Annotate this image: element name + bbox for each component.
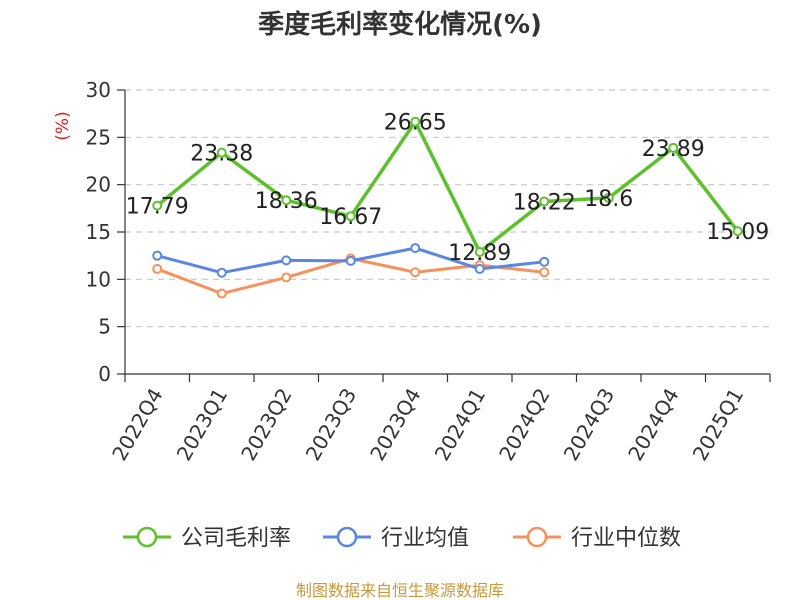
- y-tick-label: 30: [86, 78, 111, 102]
- legend-marker: [336, 526, 358, 548]
- data-point[interactable]: [216, 288, 227, 299]
- data-point[interactable]: [539, 256, 550, 267]
- chart-title: 季度毛利率变化情况(%): [258, 9, 542, 40]
- data-point[interactable]: [216, 267, 227, 278]
- data-point[interactable]: [281, 272, 292, 283]
- legend-label: 公司毛利率: [181, 526, 291, 551]
- x-tick-label: 2025Q1: [688, 384, 748, 465]
- data-label: 15.09: [706, 220, 769, 245]
- data-point[interactable]: [152, 200, 163, 211]
- data-label: 12.89: [448, 241, 511, 266]
- data-point[interactable]: [152, 250, 163, 261]
- data-point[interactable]: [410, 116, 421, 127]
- y-tick-label: 15: [86, 220, 111, 244]
- data-point[interactable]: [732, 226, 743, 237]
- data-point[interactable]: [539, 196, 550, 207]
- legend-label: 行业中位数: [571, 526, 681, 551]
- legend: 公司毛利率 行业均值 行业中位数: [123, 526, 681, 551]
- data-point[interactable]: [539, 267, 550, 278]
- data-point[interactable]: [603, 192, 614, 203]
- legend-item[interactable]: 行业中位数: [513, 526, 681, 551]
- series-line: [156, 119, 740, 254]
- data-label: 16.67: [319, 205, 382, 230]
- data-point[interactable]: [216, 147, 227, 158]
- legend-label: 行业均值: [381, 526, 469, 551]
- legend-item[interactable]: 公司毛利率: [123, 526, 291, 551]
- y-axis-unit-label: (%): [53, 111, 73, 140]
- source-note: 制图数据来自恒生聚源数据库: [296, 581, 504, 600]
- data-point[interactable]: [345, 211, 356, 222]
- data-point[interactable]: [281, 195, 292, 206]
- x-tick-label: 2024Q3: [559, 384, 619, 465]
- series-lines: [152, 116, 743, 299]
- data-label: 18.22: [513, 191, 576, 216]
- x-tick-label: 2024Q2: [494, 384, 554, 465]
- legend-marker: [526, 526, 548, 548]
- data-point[interactable]: [410, 267, 421, 278]
- y-tick-label: 25: [86, 125, 111, 149]
- x-tick-label: 2024Q4: [623, 384, 683, 465]
- series-0: [152, 116, 743, 257]
- data-point[interactable]: [474, 246, 485, 257]
- x-tick-label: 2022Q4: [107, 384, 167, 465]
- x-tick-label: 2024Q1: [430, 384, 490, 465]
- y-tick-label: 5: [98, 315, 111, 339]
- y-tick-label: 10: [86, 267, 111, 291]
- data-label: 23.38: [190, 142, 253, 167]
- data-label: 23.89: [642, 137, 705, 162]
- data-point[interactable]: [668, 142, 679, 153]
- data-point[interactable]: [281, 255, 292, 266]
- data-label: 26.65: [384, 111, 447, 136]
- data-point[interactable]: [345, 255, 356, 266]
- x-tick-label: 2023Q3: [301, 384, 361, 465]
- x-tick-label: 2023Q2: [236, 384, 296, 465]
- x-tick-label: 2023Q1: [172, 384, 232, 465]
- legend-item[interactable]: 行业均值: [323, 526, 469, 551]
- data-point[interactable]: [152, 263, 163, 274]
- data-point[interactable]: [410, 243, 421, 254]
- data-point[interactable]: [474, 263, 485, 274]
- x-tick-label: 2023Q4: [365, 384, 425, 465]
- series-1: [152, 243, 550, 278]
- y-tick-label: 20: [86, 173, 111, 197]
- data-label: 17.79: [126, 195, 189, 220]
- legend-marker: [136, 526, 158, 548]
- data-label: 18.6: [584, 187, 633, 212]
- y-tick-label: 0: [98, 362, 111, 386]
- data-label: 18.36: [255, 189, 318, 214]
